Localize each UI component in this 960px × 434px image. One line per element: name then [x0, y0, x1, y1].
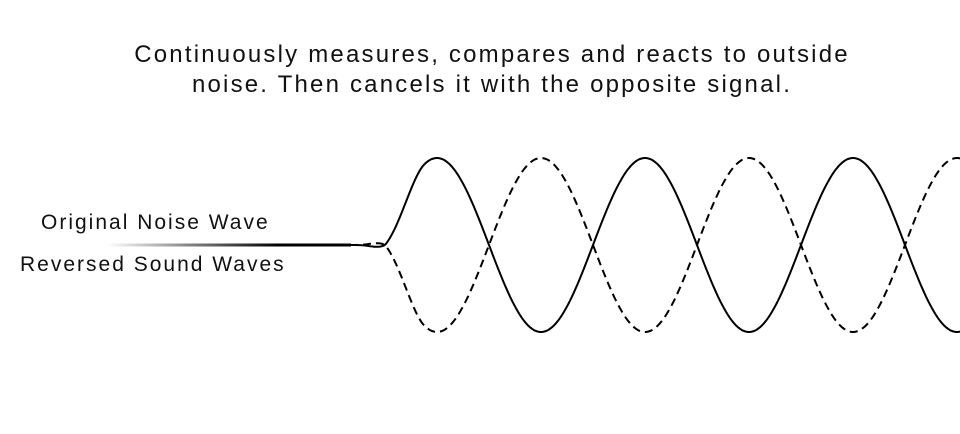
caption-line-2: noise. Then cancels it with the opposite… [191, 71, 793, 98]
original-noise-wave-label: Original Noise Wave [41, 211, 270, 234]
original-noise-wave [350, 157, 960, 333]
reversed-sound-waves-label: Reversed Sound Waves [20, 253, 286, 276]
incoming-signal-line [107, 243, 351, 247]
diagram-caption: Continuously measures, compares and reac… [0, 40, 960, 100]
caption-line-1: Continuously measures, compares and reac… [134, 41, 850, 68]
reversed-sound-wave [350, 157, 960, 333]
